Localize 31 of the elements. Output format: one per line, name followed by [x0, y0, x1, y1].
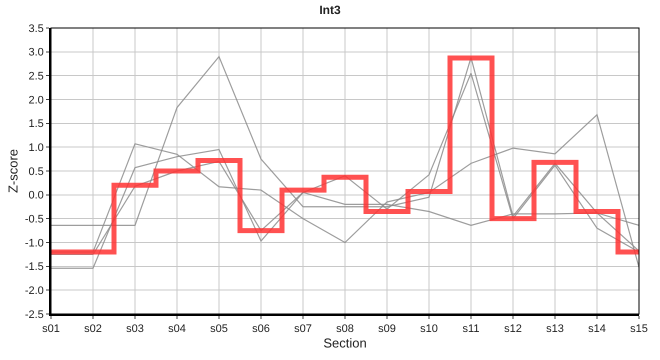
x-tick-label: s01	[42, 323, 60, 336]
y-tick-label: 3.0	[28, 46, 44, 59]
y-tick-label: 0.5	[28, 166, 44, 178]
y-tick-label: -2.0	[24, 285, 44, 298]
x-tick-label: s11	[462, 323, 480, 336]
x-tick-label: s12	[504, 323, 522, 336]
y-tick-label: -2.5	[24, 308, 44, 321]
x-tick-label: s07	[294, 323, 312, 336]
y-tick-label: 0.0	[28, 190, 44, 202]
x-tick-label: s04	[168, 323, 186, 336]
y-tick-label: 1.0	[28, 142, 44, 154]
x-tick-label: s15	[630, 323, 648, 336]
y-tick-label: 1.5	[28, 118, 44, 130]
x-tick-label: s13	[546, 323, 564, 336]
y-tick-label: 2.5	[28, 70, 44, 83]
y-tick-label: -1.5	[24, 261, 44, 274]
x-axis-title: Section	[323, 335, 367, 350]
x-tick-label: s02	[84, 323, 102, 336]
chart-title: Int3	[319, 2, 341, 17]
x-tick-label: s03	[126, 323, 144, 336]
y-tick-label: -1.0	[24, 237, 44, 250]
x-tick-label: s10	[420, 323, 438, 336]
x-tick-label: s09	[378, 323, 396, 336]
y-tick-label: 2.0	[28, 94, 44, 106]
x-tick-label: s06	[252, 323, 270, 336]
y-axis-title: Z-score	[5, 148, 20, 194]
x-tick-label: s14	[588, 323, 606, 336]
y-tick-label: 3.5	[28, 22, 44, 35]
y-tick-label: -0.5	[24, 214, 44, 226]
x-tick-label: s08	[336, 323, 354, 336]
x-tick-label: s05	[210, 323, 228, 336]
